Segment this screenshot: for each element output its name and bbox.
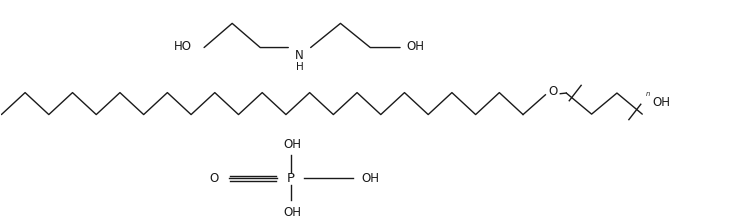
Text: O: O	[548, 85, 557, 98]
Text: OH: OH	[653, 96, 671, 109]
Text: HO: HO	[174, 40, 191, 53]
Text: $_n$: $_n$	[646, 89, 652, 99]
Text: N: N	[295, 49, 304, 62]
Text: OH: OH	[406, 40, 424, 53]
Text: P: P	[286, 172, 295, 185]
Text: OH: OH	[361, 172, 379, 185]
Text: OH: OH	[283, 207, 301, 220]
Text: O: O	[209, 172, 219, 185]
Text: OH: OH	[283, 138, 301, 151]
Text: H: H	[295, 62, 304, 72]
